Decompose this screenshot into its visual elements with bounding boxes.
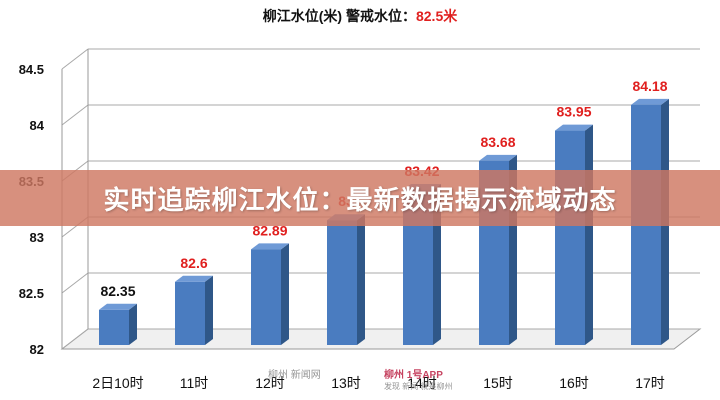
watermark-right-subtitle: 发现 新闻 就是柳州: [384, 382, 453, 391]
bar-top: [251, 243, 289, 250]
x-tick-label: 2日10时: [92, 375, 143, 391]
gridline-diagonal: [61, 272, 89, 294]
gridline-diagonal: [61, 328, 89, 350]
data-label: 84.18: [632, 78, 667, 94]
x-tick-label: 14时: [407, 375, 437, 391]
x-tick-label: 16时: [559, 375, 589, 391]
bar-top: [99, 303, 137, 310]
bar-top: [555, 124, 593, 131]
watermark-right-title: 柳州 1号APP: [384, 370, 443, 381]
bar-top: [631, 98, 669, 105]
bar: [555, 130, 585, 345]
watermark-right: 柳州 1号APP 发现 新闻 就是柳州: [384, 366, 452, 392]
chart-title-text: 柳江水位(米) 警戒水位：: [262, 8, 416, 24]
warning-level-value: 82.5米: [415, 8, 458, 24]
bar-side: [281, 243, 289, 345]
bar: [251, 249, 281, 345]
chart-title: 柳江水位(米) 警戒水位：82.5米: [0, 6, 720, 26]
data-label: 82.35: [100, 283, 135, 299]
bar-side: [205, 275, 213, 345]
x-tick-label: 12时: [255, 375, 285, 391]
chart-floor: [60, 328, 702, 350]
y-tick-label: 83: [30, 230, 44, 245]
x-tick-label: 13时: [331, 375, 361, 391]
gridline-diagonal: [61, 104, 89, 126]
bar-top: [479, 154, 517, 161]
bar-top: [175, 275, 213, 282]
x-tick-label: 11时: [180, 375, 209, 391]
bar-side: [357, 214, 365, 345]
y-tick-label: 82: [30, 342, 44, 357]
data-label: 82.89: [252, 222, 287, 238]
data-label: 82.6: [180, 255, 207, 271]
y-tick-label: 84.5: [19, 62, 44, 77]
headline-banner: 实时追踪柳江水位：最新数据揭示流域动态: [0, 170, 720, 226]
x-tick-label: 17时: [635, 375, 665, 391]
y-tick-label: 84: [30, 118, 45, 133]
y-tick-label: 82.5: [19, 286, 44, 301]
gridline-diagonal: [61, 48, 89, 70]
data-label: 83.68: [480, 134, 515, 150]
bar: [327, 220, 357, 345]
watermark-left: 柳州 新闻网: [268, 370, 321, 381]
x-tick-label: 15时: [483, 375, 513, 391]
bar-side: [129, 303, 137, 345]
bar: [99, 309, 129, 345]
headline-text: 实时追踪柳江水位：最新数据揭示流域动态: [103, 184, 617, 215]
bar: [175, 281, 205, 345]
data-label: 83.95: [556, 104, 591, 120]
bar-side: [585, 124, 593, 345]
